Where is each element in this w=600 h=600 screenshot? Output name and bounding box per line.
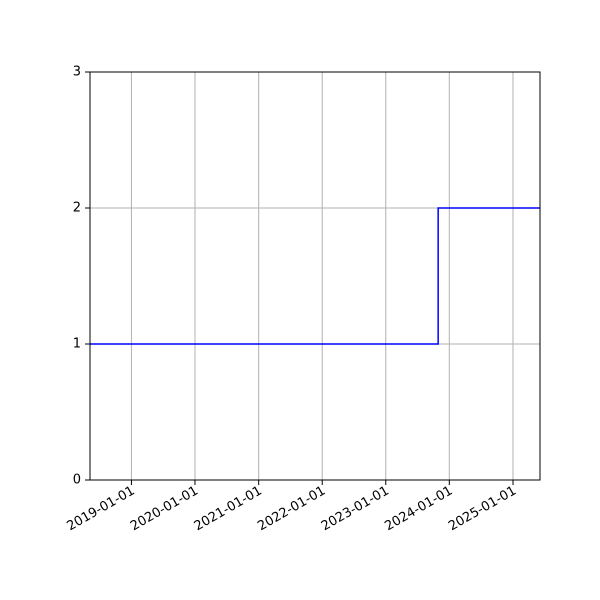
y-tick-label: 1 bbox=[73, 337, 81, 352]
plot-area-frame bbox=[89, 71, 541, 481]
y-tick-label: 0 bbox=[73, 473, 81, 488]
series-layer bbox=[90, 207, 540, 345]
y-tick-label: 3 bbox=[73, 65, 81, 80]
series-step-line bbox=[90, 207, 540, 345]
y-tick-label: 2 bbox=[73, 201, 81, 216]
